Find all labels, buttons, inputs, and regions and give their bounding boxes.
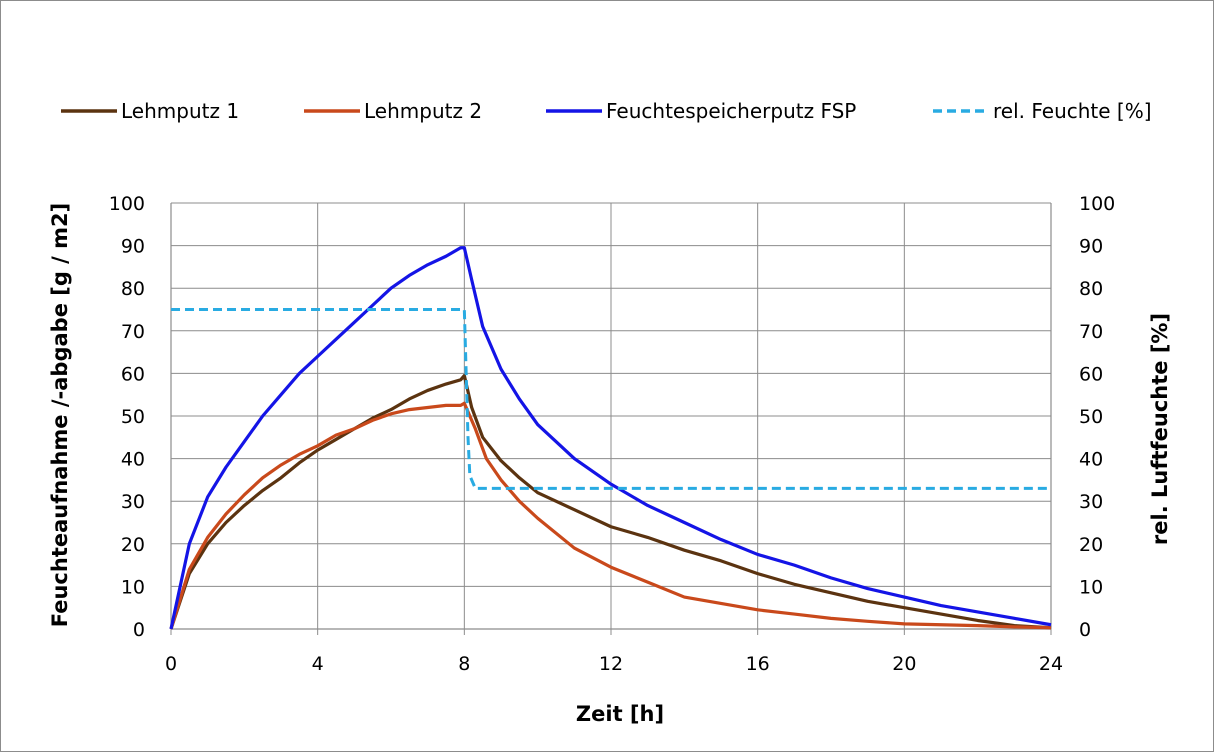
legend-label: Lehmputz 2 <box>364 99 482 123</box>
series-line-2 <box>169 246 1052 630</box>
y-tick-label: 90 <box>121 236 145 258</box>
x-tick-label: 4 <box>312 653 324 675</box>
legend: Lehmputz 1 Lehmputz 2 Feuchtespeicherputz … <box>61 99 1152 123</box>
x-tick-label: 20 <box>892 653 916 675</box>
y2-tick-label: 70 <box>1079 321 1103 343</box>
series-line-3 <box>171 308 1051 490</box>
y-tick-label: 100 <box>109 193 145 215</box>
y2-tick-label: 50 <box>1079 406 1103 428</box>
y-tick-label: 30 <box>121 491 145 513</box>
grid <box>170 202 1052 630</box>
y2-tick-label: 60 <box>1079 363 1103 385</box>
legend-label: Feuchtespeicherputz FSP <box>606 99 856 123</box>
legend-label: Lehmputz 1 <box>121 99 239 123</box>
y-tick-label: 20 <box>121 534 145 556</box>
y-tick-label: 50 <box>121 406 145 428</box>
series-lines <box>169 246 1052 630</box>
y2-tick-label: 90 <box>1079 236 1103 258</box>
series-line-1 <box>169 401 1052 630</box>
series-line-0 <box>169 373 1052 630</box>
y2-tick-label: 80 <box>1079 278 1103 300</box>
y-tick-label: 0 <box>133 619 145 641</box>
y-tick-label: 70 <box>121 321 145 343</box>
y2-tick-label: 0 <box>1079 619 1091 641</box>
y2-tick-label: 20 <box>1079 534 1103 556</box>
y2-axis-title: rel. Luftfeuchte [%] <box>1148 313 1172 545</box>
y-tick-label: 60 <box>121 363 145 385</box>
x-tick-label: 0 <box>165 653 177 675</box>
x-tick-label: 12 <box>599 653 623 675</box>
x-tick-label: 8 <box>458 653 470 675</box>
x-axis-title: Zeit [h] <box>576 702 664 726</box>
y2-tick-label: 10 <box>1079 576 1103 598</box>
y2-tick-label: 30 <box>1079 491 1103 513</box>
y-tick-label: 10 <box>121 576 145 598</box>
y-tick-label: 40 <box>121 449 145 471</box>
x-tick-label: 24 <box>1039 653 1063 675</box>
axes <box>170 203 1052 635</box>
y2-tick-label: 100 <box>1079 193 1115 215</box>
tick-labels: 0102030405060708090100010203040506070809… <box>109 193 1116 675</box>
x-tick-label: 16 <box>746 653 770 675</box>
y-axis-title: Feuchteaufnahme /-abgabe [g / m2] <box>48 203 72 628</box>
legend-label: rel. Feuchte [%] <box>993 99 1152 123</box>
y2-tick-label: 40 <box>1079 449 1103 471</box>
y-tick-label: 80 <box>121 278 145 300</box>
